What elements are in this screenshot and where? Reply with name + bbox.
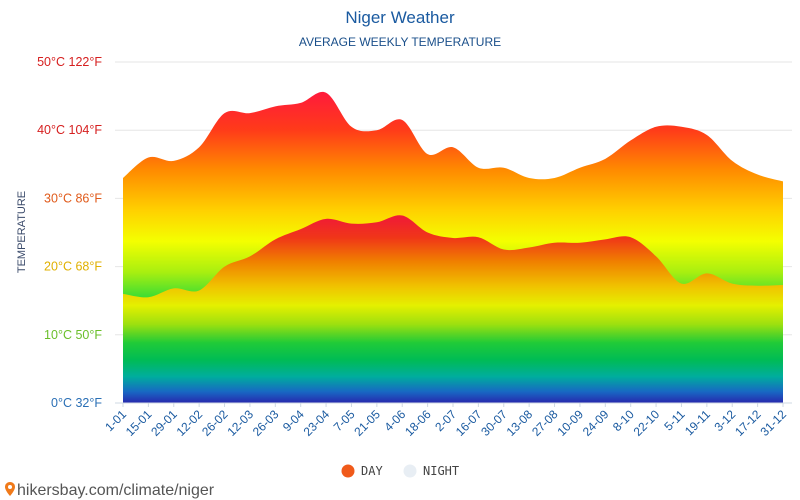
x-axis: 1-0115-0129-0112-0226-0212-0326-039-0423… (102, 402, 792, 439)
x-tick-label: 18-06 (402, 407, 434, 439)
y-tick-label: 0°C 32°F (51, 396, 102, 410)
x-tick-label: 30-07 (478, 407, 510, 439)
y-tick-label: 40°C 104°F (37, 123, 102, 137)
legend-item-day[interactable]: DAY (341, 464, 384, 478)
x-tick-label: 24-09 (580, 407, 612, 439)
x-tick-label: 10-09 (554, 407, 586, 439)
x-tick-label: 17-12 (732, 407, 764, 439)
x-tick-label: 21-05 (351, 407, 383, 439)
x-tick-label: 31-12 (758, 407, 790, 439)
x-tick-label: 16-07 (453, 407, 485, 439)
x-tick-label: 12-02 (174, 407, 206, 439)
y-tick-label: 10°C 50°F (44, 328, 102, 342)
legend-day-marker (341, 464, 355, 478)
legend-night-marker (403, 464, 417, 478)
y-tick-label: 20°C 68°F (44, 260, 102, 274)
legend-night-label: NIGHT (423, 464, 459, 478)
series-night-area[interactable] (123, 215, 783, 403)
x-tick-label: 19-11 (682, 407, 713, 438)
x-tick-label: 26-02 (199, 407, 231, 439)
y-tick-label: 50°C 122°F (37, 55, 102, 69)
x-tick-label: 22-10 (631, 407, 663, 439)
x-tick-label: 12-03 (224, 407, 256, 439)
x-tick-label: 27-08 (529, 407, 561, 439)
x-tick-label: 29-01 (148, 407, 180, 439)
map-pin-icon (5, 482, 15, 496)
legend-day-label: DAY (361, 464, 383, 478)
x-tick-label: 26-03 (250, 407, 282, 439)
series-night-shade (123, 215, 783, 403)
legend: DAY NIGHT (341, 464, 460, 478)
y-axis-label: TEMPERATURE (16, 191, 28, 273)
x-tick-label: 15-01 (123, 407, 155, 439)
y-tick-label: 30°C 86°F (44, 191, 102, 205)
chart-title: Niger Weather (345, 8, 455, 27)
x-tick-label: 13-08 (504, 407, 536, 439)
legend-item-night[interactable]: NIGHT (403, 464, 460, 478)
y-axis: 0°C 32°F 10°C 50°F 20°C 68°F 30°C 86°F 40°C … (37, 55, 102, 410)
x-tick-label: 23-04 (301, 407, 333, 439)
footer-url: hikersbay.com/climate/niger (17, 482, 215, 499)
plot-area (123, 91, 783, 404)
footer-link[interactable]: hikersbay.com/climate/niger (5, 482, 215, 499)
chart-subtitle: AVERAGE WEEKLY TEMPERATURE (299, 35, 501, 49)
